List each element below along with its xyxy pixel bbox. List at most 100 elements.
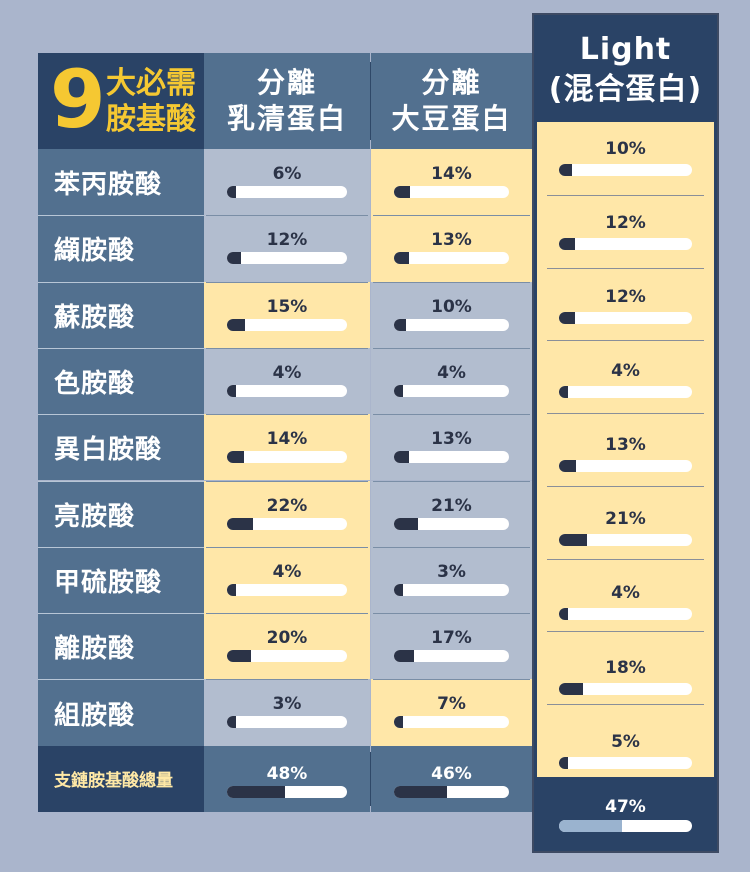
column-header-line1: Light bbox=[579, 32, 672, 67]
data-cell: 20% bbox=[204, 613, 370, 680]
title-line1: 大必需 bbox=[106, 66, 196, 101]
header-divider bbox=[370, 62, 371, 140]
row-separator bbox=[206, 546, 368, 548]
row-separator bbox=[547, 194, 704, 196]
row-separator bbox=[547, 267, 704, 269]
bar-fill bbox=[559, 164, 573, 176]
bar-track bbox=[227, 517, 347, 530]
row-separator bbox=[373, 215, 530, 217]
total-value-label: 46% bbox=[431, 763, 472, 784]
bar-track bbox=[559, 682, 692, 695]
row-separator bbox=[373, 546, 530, 548]
data-cell: 15% bbox=[204, 281, 370, 348]
row-label-cell: 離胺酸 bbox=[38, 613, 204, 680]
bar-track bbox=[394, 318, 509, 331]
value-label: 4% bbox=[272, 362, 302, 383]
value-label: 6% bbox=[272, 164, 302, 184]
value-label: 5% bbox=[611, 731, 640, 752]
bar-fill bbox=[559, 682, 583, 695]
bar-track bbox=[394, 716, 509, 729]
bar-fill bbox=[394, 318, 406, 331]
value-label: 12% bbox=[266, 230, 308, 251]
bar-fill bbox=[227, 583, 236, 596]
data-cell: 12% bbox=[204, 215, 370, 282]
bar-fill bbox=[559, 534, 587, 547]
data-cell: 21% bbox=[371, 480, 532, 547]
value-label: 14% bbox=[431, 164, 472, 184]
total-value-label: 48% bbox=[266, 763, 308, 784]
row-separator bbox=[547, 704, 704, 706]
total-divider bbox=[370, 751, 371, 806]
data-cell: 4% bbox=[204, 546, 370, 614]
bar-fill bbox=[394, 252, 409, 265]
value-label: 18% bbox=[605, 657, 646, 678]
bar-fill bbox=[559, 820, 622, 832]
bar-track bbox=[559, 386, 692, 399]
row-label-cell: 色胺酸 bbox=[38, 347, 204, 415]
total-label-cell: 支鏈胺基酸總量 bbox=[38, 745, 204, 812]
title-line2: 胺基酸 bbox=[106, 102, 196, 137]
data-cell: 17% bbox=[371, 613, 532, 680]
row-label: 亮胺酸 bbox=[54, 501, 136, 532]
value-label: 13% bbox=[431, 230, 472, 251]
row-label-cell: 苯丙胺酸 bbox=[38, 149, 204, 216]
value-label: 13% bbox=[605, 435, 646, 456]
row-separator bbox=[373, 679, 530, 681]
bar-fill bbox=[227, 252, 242, 265]
bar-fill bbox=[394, 716, 403, 729]
column-header-line2: 大豆蛋白 bbox=[391, 102, 512, 135]
bar-track bbox=[559, 312, 692, 325]
light-data-cell: 21% bbox=[537, 486, 714, 559]
bar-track bbox=[227, 650, 347, 663]
value-label: 12% bbox=[605, 287, 646, 308]
row-label-cell: 甲硫胺酸 bbox=[38, 546, 204, 614]
value-label: 7% bbox=[437, 694, 466, 715]
bar-fill bbox=[227, 517, 254, 530]
row-separator bbox=[373, 613, 530, 615]
bar-fill bbox=[227, 318, 245, 331]
row-label: 組胺酸 bbox=[54, 700, 136, 731]
bar-fill bbox=[227, 716, 236, 729]
bar-fill bbox=[559, 460, 577, 473]
bar-track bbox=[227, 252, 347, 265]
bar-track bbox=[227, 186, 347, 198]
row-separator bbox=[547, 485, 704, 487]
value-label: 14% bbox=[266, 429, 308, 450]
value-label: 21% bbox=[431, 495, 472, 516]
column-header-light: Light (混合蛋白) bbox=[534, 20, 717, 120]
row-label: 離胺酸 bbox=[54, 634, 136, 665]
title-number: 9 bbox=[50, 53, 106, 146]
bar-fill bbox=[227, 451, 244, 464]
row-label: 甲硫胺酸 bbox=[54, 567, 163, 598]
bar-track bbox=[394, 517, 509, 530]
data-cell: 3% bbox=[204, 679, 370, 746]
bar-track bbox=[394, 583, 509, 596]
bar-fill bbox=[227, 650, 251, 663]
bar-fill bbox=[394, 384, 403, 397]
row-label-cell: 蘇胺酸 bbox=[38, 281, 204, 348]
row-separator bbox=[547, 340, 704, 342]
bar-track bbox=[559, 534, 692, 547]
row-separator bbox=[547, 558, 704, 560]
light-data-cell: 4% bbox=[537, 340, 714, 413]
bar-track bbox=[227, 716, 347, 729]
row-label-cell: 異白胺酸 bbox=[38, 414, 204, 481]
data-cell: 22% bbox=[204, 480, 370, 547]
bar-fill bbox=[227, 785, 285, 798]
bar-fill bbox=[559, 312, 575, 325]
row-separator bbox=[547, 631, 704, 633]
bar-track bbox=[227, 384, 347, 397]
row-label: 纈胺酸 bbox=[54, 236, 136, 267]
row-separator bbox=[547, 413, 704, 415]
value-label: 20% bbox=[266, 628, 308, 649]
total-cell: 46% bbox=[371, 745, 532, 812]
value-label: 17% bbox=[431, 628, 472, 649]
bar-fill bbox=[394, 451, 409, 464]
bar-fill bbox=[227, 186, 236, 198]
data-cell: 4% bbox=[371, 347, 532, 415]
bar-fill bbox=[394, 785, 447, 798]
bar-track bbox=[559, 164, 692, 176]
bar-track bbox=[227, 785, 347, 798]
data-cell: 6% bbox=[204, 149, 370, 216]
